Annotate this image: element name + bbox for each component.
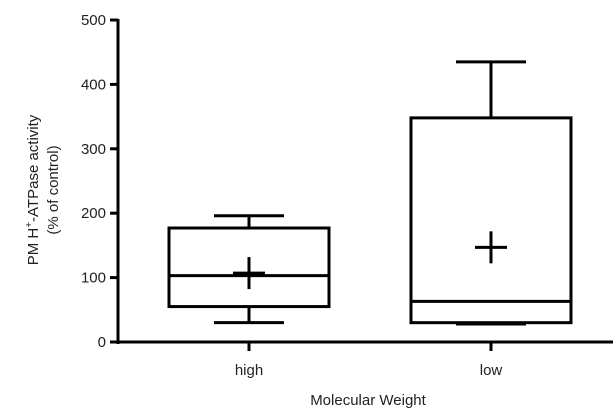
- box-series: [167, 60, 573, 326]
- y-tick-label: 0: [98, 334, 106, 351]
- y-axis-title-superscript: +: [24, 222, 35, 228]
- y-tick-label: 300: [81, 141, 106, 158]
- x-tick-label: low: [480, 362, 503, 379]
- y-axis: 0 100 200 300 400 500: [81, 12, 120, 351]
- box-iqr: [409, 116, 573, 325]
- x-axis: high low: [117, 340, 613, 379]
- box-low: [409, 60, 573, 326]
- box-iqr: [167, 226, 331, 309]
- y-tick-label: 400: [81, 76, 106, 93]
- y-tick-label: 200: [81, 205, 106, 222]
- box-high: [167, 214, 331, 325]
- y-tick-label: 500: [81, 12, 106, 29]
- y-axis-title: PM H+-ATPase activity: [24, 114, 42, 265]
- x-tick-label: high: [235, 362, 263, 379]
- y-axis-title-line2: (% of control): [45, 145, 62, 234]
- y-axis-title-rest: -ATPase activity: [25, 114, 42, 222]
- x-axis-title: Molecular Weight: [310, 392, 426, 409]
- y-axis-title-prefix: PM H: [25, 228, 42, 266]
- y-tick-label: 100: [81, 270, 106, 287]
